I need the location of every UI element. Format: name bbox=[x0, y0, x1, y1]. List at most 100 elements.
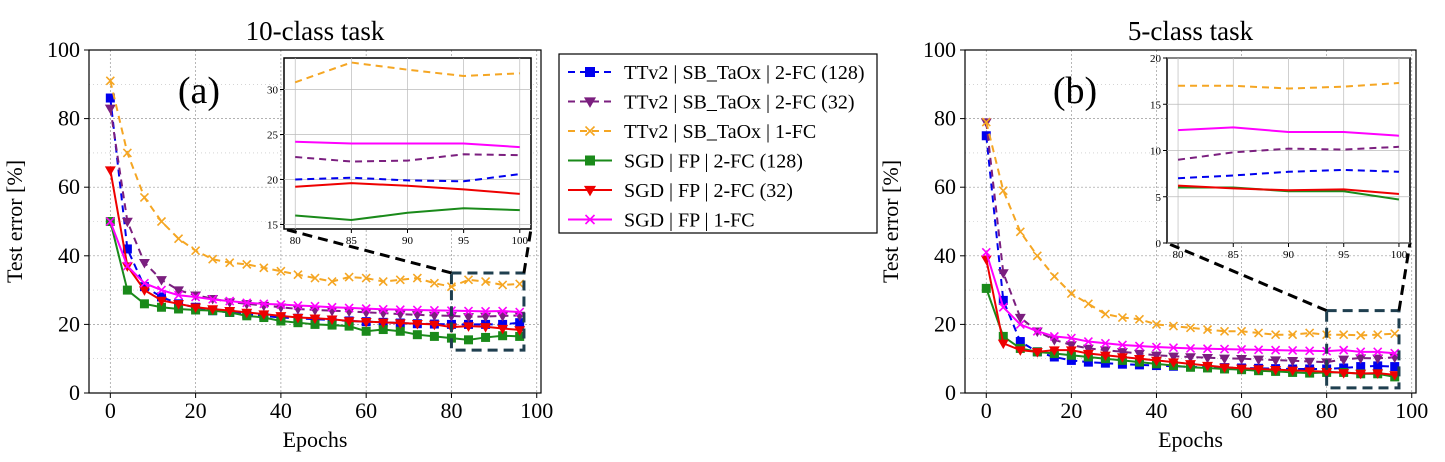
marker-stroke bbox=[1390, 348, 1400, 358]
marker-stroke bbox=[361, 304, 371, 314]
data-point bbox=[411, 320, 423, 330]
inset-y-tick-label: 20 bbox=[1150, 53, 1162, 65]
data-point bbox=[276, 299, 286, 310]
data-point bbox=[156, 276, 167, 286]
marker-stroke bbox=[225, 296, 235, 306]
y-axis-label: Test error [%] bbox=[878, 160, 903, 283]
legend-entry: TTv2 | SB_TaOx | 1-FC bbox=[624, 121, 816, 143]
marker-stroke bbox=[1049, 331, 1059, 341]
chart-title: 10-class task bbox=[246, 16, 385, 46]
data-point bbox=[997, 339, 1009, 350]
data-point bbox=[463, 275, 474, 285]
data-point bbox=[310, 273, 320, 283]
inset-series-line bbox=[1177, 126, 1400, 137]
data-point bbox=[122, 261, 132, 271]
data-point bbox=[1185, 323, 1196, 333]
data-point bbox=[498, 280, 508, 290]
marker-stroke bbox=[173, 234, 184, 244]
data-point bbox=[1185, 353, 1196, 363]
y-tick-label: 60 bbox=[58, 174, 80, 199]
data-point bbox=[412, 330, 422, 340]
data-point bbox=[224, 306, 236, 317]
data-point bbox=[1305, 346, 1315, 356]
marker-stroke bbox=[293, 270, 303, 280]
x-tick-label: 60 bbox=[1231, 398, 1253, 423]
marker-stroke bbox=[208, 294, 218, 304]
data-point bbox=[395, 275, 405, 285]
data-point bbox=[1372, 354, 1384, 365]
data-point bbox=[139, 299, 149, 309]
data-point bbox=[190, 303, 202, 314]
data-point bbox=[1339, 330, 1349, 340]
data-point bbox=[1389, 371, 1401, 381]
data-point bbox=[497, 312, 509, 322]
data-point bbox=[481, 276, 491, 287]
data-point bbox=[241, 308, 253, 319]
marker-stroke bbox=[998, 186, 1008, 196]
data-point bbox=[1373, 330, 1383, 340]
marker-stroke bbox=[242, 259, 252, 269]
data-point bbox=[1066, 333, 1076, 343]
data-point bbox=[1185, 360, 1196, 370]
inset-y-tick-label: 20 bbox=[267, 175, 279, 187]
marker-stroke bbox=[1015, 319, 1025, 329]
data-point bbox=[446, 282, 457, 292]
marker-stroke bbox=[1373, 347, 1383, 357]
marker-stroke bbox=[122, 148, 132, 158]
marker-stroke bbox=[1236, 326, 1247, 336]
data-point bbox=[429, 331, 439, 341]
inset-series-line bbox=[295, 173, 520, 183]
marker-stroke bbox=[1288, 345, 1298, 356]
data-point bbox=[464, 335, 474, 345]
inset-x-tick-label: 85 bbox=[1228, 249, 1240, 261]
data-point bbox=[378, 276, 388, 287]
data-point bbox=[1270, 356, 1282, 366]
data-point bbox=[1168, 321, 1179, 331]
data-point bbox=[138, 258, 150, 269]
marker-stroke bbox=[1151, 342, 1162, 352]
marker-stroke bbox=[429, 305, 439, 315]
data-point bbox=[1236, 326, 1247, 336]
data-point bbox=[515, 307, 525, 317]
marker-stroke bbox=[1083, 299, 1093, 309]
data-point bbox=[139, 278, 149, 288]
y-tick-label: 0 bbox=[69, 380, 80, 405]
data-point bbox=[1202, 324, 1213, 335]
x-tick-label: 0 bbox=[981, 398, 992, 423]
data-point bbox=[208, 294, 218, 304]
data-point bbox=[1253, 355, 1265, 366]
data-point bbox=[1133, 349, 1145, 360]
marker-stroke bbox=[276, 299, 286, 310]
data-point bbox=[105, 76, 115, 86]
legend-entry: TTv2 | SB_TaOx | 2-FC (128) bbox=[624, 62, 865, 84]
data-point bbox=[327, 302, 337, 312]
inset-y-tick-label: 30 bbox=[267, 85, 279, 97]
data-point bbox=[1082, 349, 1094, 360]
inset-y-tick-label: 0 bbox=[1156, 238, 1162, 250]
marker-stroke bbox=[122, 261, 132, 271]
data-point bbox=[292, 313, 304, 324]
zoom-region bbox=[449, 271, 526, 352]
legend-marker bbox=[585, 155, 595, 166]
data-point bbox=[428, 320, 440, 331]
marker-stroke bbox=[1134, 341, 1145, 351]
legend-marker bbox=[583, 185, 597, 197]
data-point bbox=[1372, 369, 1384, 379]
zoom-region bbox=[1325, 309, 1401, 390]
zoom-connector bbox=[522, 228, 533, 274]
marker-stroke bbox=[191, 292, 201, 302]
data-point bbox=[1202, 344, 1213, 354]
marker-stroke bbox=[1219, 326, 1230, 336]
marker-stroke bbox=[1032, 326, 1042, 336]
marker-stroke bbox=[515, 307, 525, 317]
data-point bbox=[411, 311, 423, 321]
inset-series-line bbox=[295, 140, 520, 149]
data-point bbox=[259, 263, 269, 273]
data-point bbox=[343, 317, 355, 327]
chart-title: 5-class task bbox=[1128, 16, 1254, 46]
data-point bbox=[1219, 354, 1231, 365]
marker-stroke bbox=[981, 247, 991, 257]
marker-stroke bbox=[1305, 328, 1315, 338]
data-point bbox=[1151, 342, 1162, 352]
zoom-connector bbox=[283, 227, 452, 275]
